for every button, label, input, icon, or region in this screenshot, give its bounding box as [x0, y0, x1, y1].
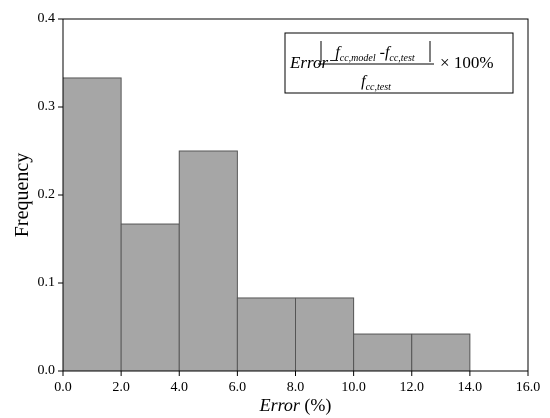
- x-axis-label: Error (%): [259, 395, 332, 416]
- y-axis-label: Frequency: [11, 153, 33, 237]
- y-tick-label: 0.3: [38, 99, 56, 114]
- annotation-denominator: fcc,test: [361, 73, 391, 93]
- bar: [411, 333, 471, 372]
- x-tick-label: 8.0: [287, 380, 305, 395]
- annotation-lhs: Error=: [289, 53, 340, 72]
- bar: [62, 77, 122, 372]
- x-tick-label: 4.0: [171, 380, 189, 395]
- bar: [353, 333, 413, 372]
- annotation-numerator-part: cc,model: [340, 53, 376, 64]
- x-tick-label: 16.0: [516, 380, 541, 395]
- x-tick-label: 6.0: [229, 380, 247, 395]
- x-tick-label: 14.0: [458, 380, 483, 395]
- x-axis-label-part: Error: [259, 395, 301, 415]
- x-tick-label: 10.0: [341, 380, 366, 395]
- y-tick-label: 0.1: [38, 275, 56, 290]
- bar: [120, 223, 180, 372]
- x-tick-label: 12.0: [400, 380, 425, 395]
- annotation-numerator-part: -f: [376, 44, 392, 61]
- bar: [295, 297, 355, 372]
- x-tick-label: 2.0: [112, 380, 130, 395]
- y-tick-label: 0.4: [38, 11, 56, 26]
- annotation-rhs: × 100%: [440, 53, 494, 72]
- annotation-numerator-part: f: [335, 44, 342, 61]
- y-tick-label: 0.0: [38, 363, 56, 378]
- annotation-box: [284, 32, 514, 94]
- bar: [236, 297, 296, 372]
- x-tick-label: 0.0: [54, 380, 72, 395]
- annotation-denominator-part: cc,test: [366, 82, 391, 93]
- annotation-denominator-part: f: [361, 73, 368, 90]
- bar: [178, 150, 238, 372]
- annotation-numerator: fcc,model -fcc,test: [335, 44, 415, 64]
- annotation-numerator-part: cc,test: [389, 53, 414, 64]
- x-axis-label-part: (%): [300, 395, 331, 416]
- y-tick-label: 0.2: [38, 187, 56, 202]
